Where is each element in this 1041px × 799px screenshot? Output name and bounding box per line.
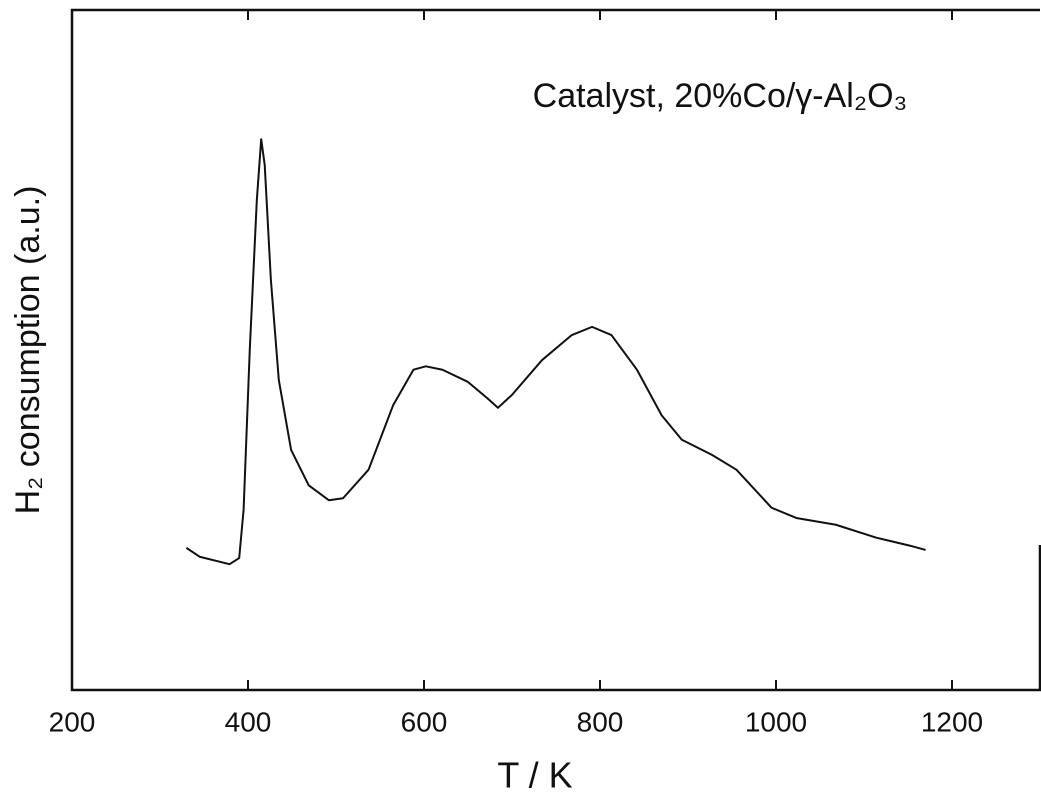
x-tick-label: 600 <box>401 706 448 737</box>
x-tick-label: 800 <box>577 706 624 737</box>
x-tick-label: 1000 <box>745 706 807 737</box>
annotation: Catalyst, 20%Co/γ-Al₂O₃ <box>533 77 908 115</box>
data-line <box>185 138 926 566</box>
x-tick-label: 400 <box>225 706 272 737</box>
x-tick-label: 1200 <box>921 706 983 737</box>
x-tick-label: 200 <box>49 706 96 737</box>
y-axis-label: H₂ consumption (a.u.) <box>9 186 47 515</box>
x-axis-label: T / K <box>497 755 572 796</box>
